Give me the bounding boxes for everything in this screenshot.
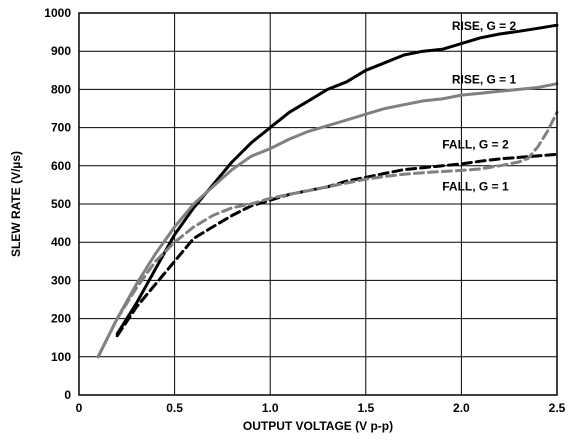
y-tick-label: 1000 (44, 6, 71, 20)
x-axis-title: OUTPUT VOLTAGE (V p-p) (243, 419, 393, 433)
series-line (115, 23, 559, 336)
y-tick-label: 800 (51, 82, 71, 96)
plot-frame (78, 12, 558, 396)
y-tick-label: 500 (51, 197, 71, 211)
y-tick-label: 100 (51, 350, 71, 364)
x-tick-label: 2.0 (453, 401, 470, 415)
y-tick-label: 400 (51, 235, 71, 249)
y-tick-labels: 0 100 200 300 400 500 600 700 800 900 1000 (44, 6, 71, 402)
series-annotation: FALL, G = 2 (442, 138, 509, 152)
x-tick-label: 2.5 (549, 401, 566, 415)
x-tick-label: 0 (76, 401, 83, 415)
series-annotation: RISE, G = 2 (452, 19, 517, 33)
x-tick-label: 0.5 (166, 401, 183, 415)
y-tick-label: 0 (64, 388, 71, 402)
series-annotations: RISE, G = 2 RISE, G = 1 FALL, G = 2 FALL, G… (442, 19, 516, 193)
x-tick-label: 1.5 (357, 401, 374, 415)
y-tick-label: 300 (51, 273, 71, 287)
y-axis-title: SLEW RATE (V/µs) (9, 151, 23, 257)
x-tick-label: 1.0 (262, 401, 279, 415)
x-tick-labels: 0 0.5 1.0 1.5 2.0 2.5 (76, 401, 566, 415)
series-line (96, 82, 559, 359)
y-tick-label: 700 (51, 121, 71, 135)
series-lines (96, 23, 559, 359)
series-annotation: FALL, G = 1 (442, 180, 509, 194)
y-tick-label: 900 (51, 44, 71, 58)
y-tick-label: 200 (51, 312, 71, 326)
y-tick-label: 600 (51, 159, 71, 173)
series-annotation: RISE, G = 1 (452, 73, 517, 87)
series-line (96, 110, 559, 359)
grid-lines (78, 12, 558, 396)
